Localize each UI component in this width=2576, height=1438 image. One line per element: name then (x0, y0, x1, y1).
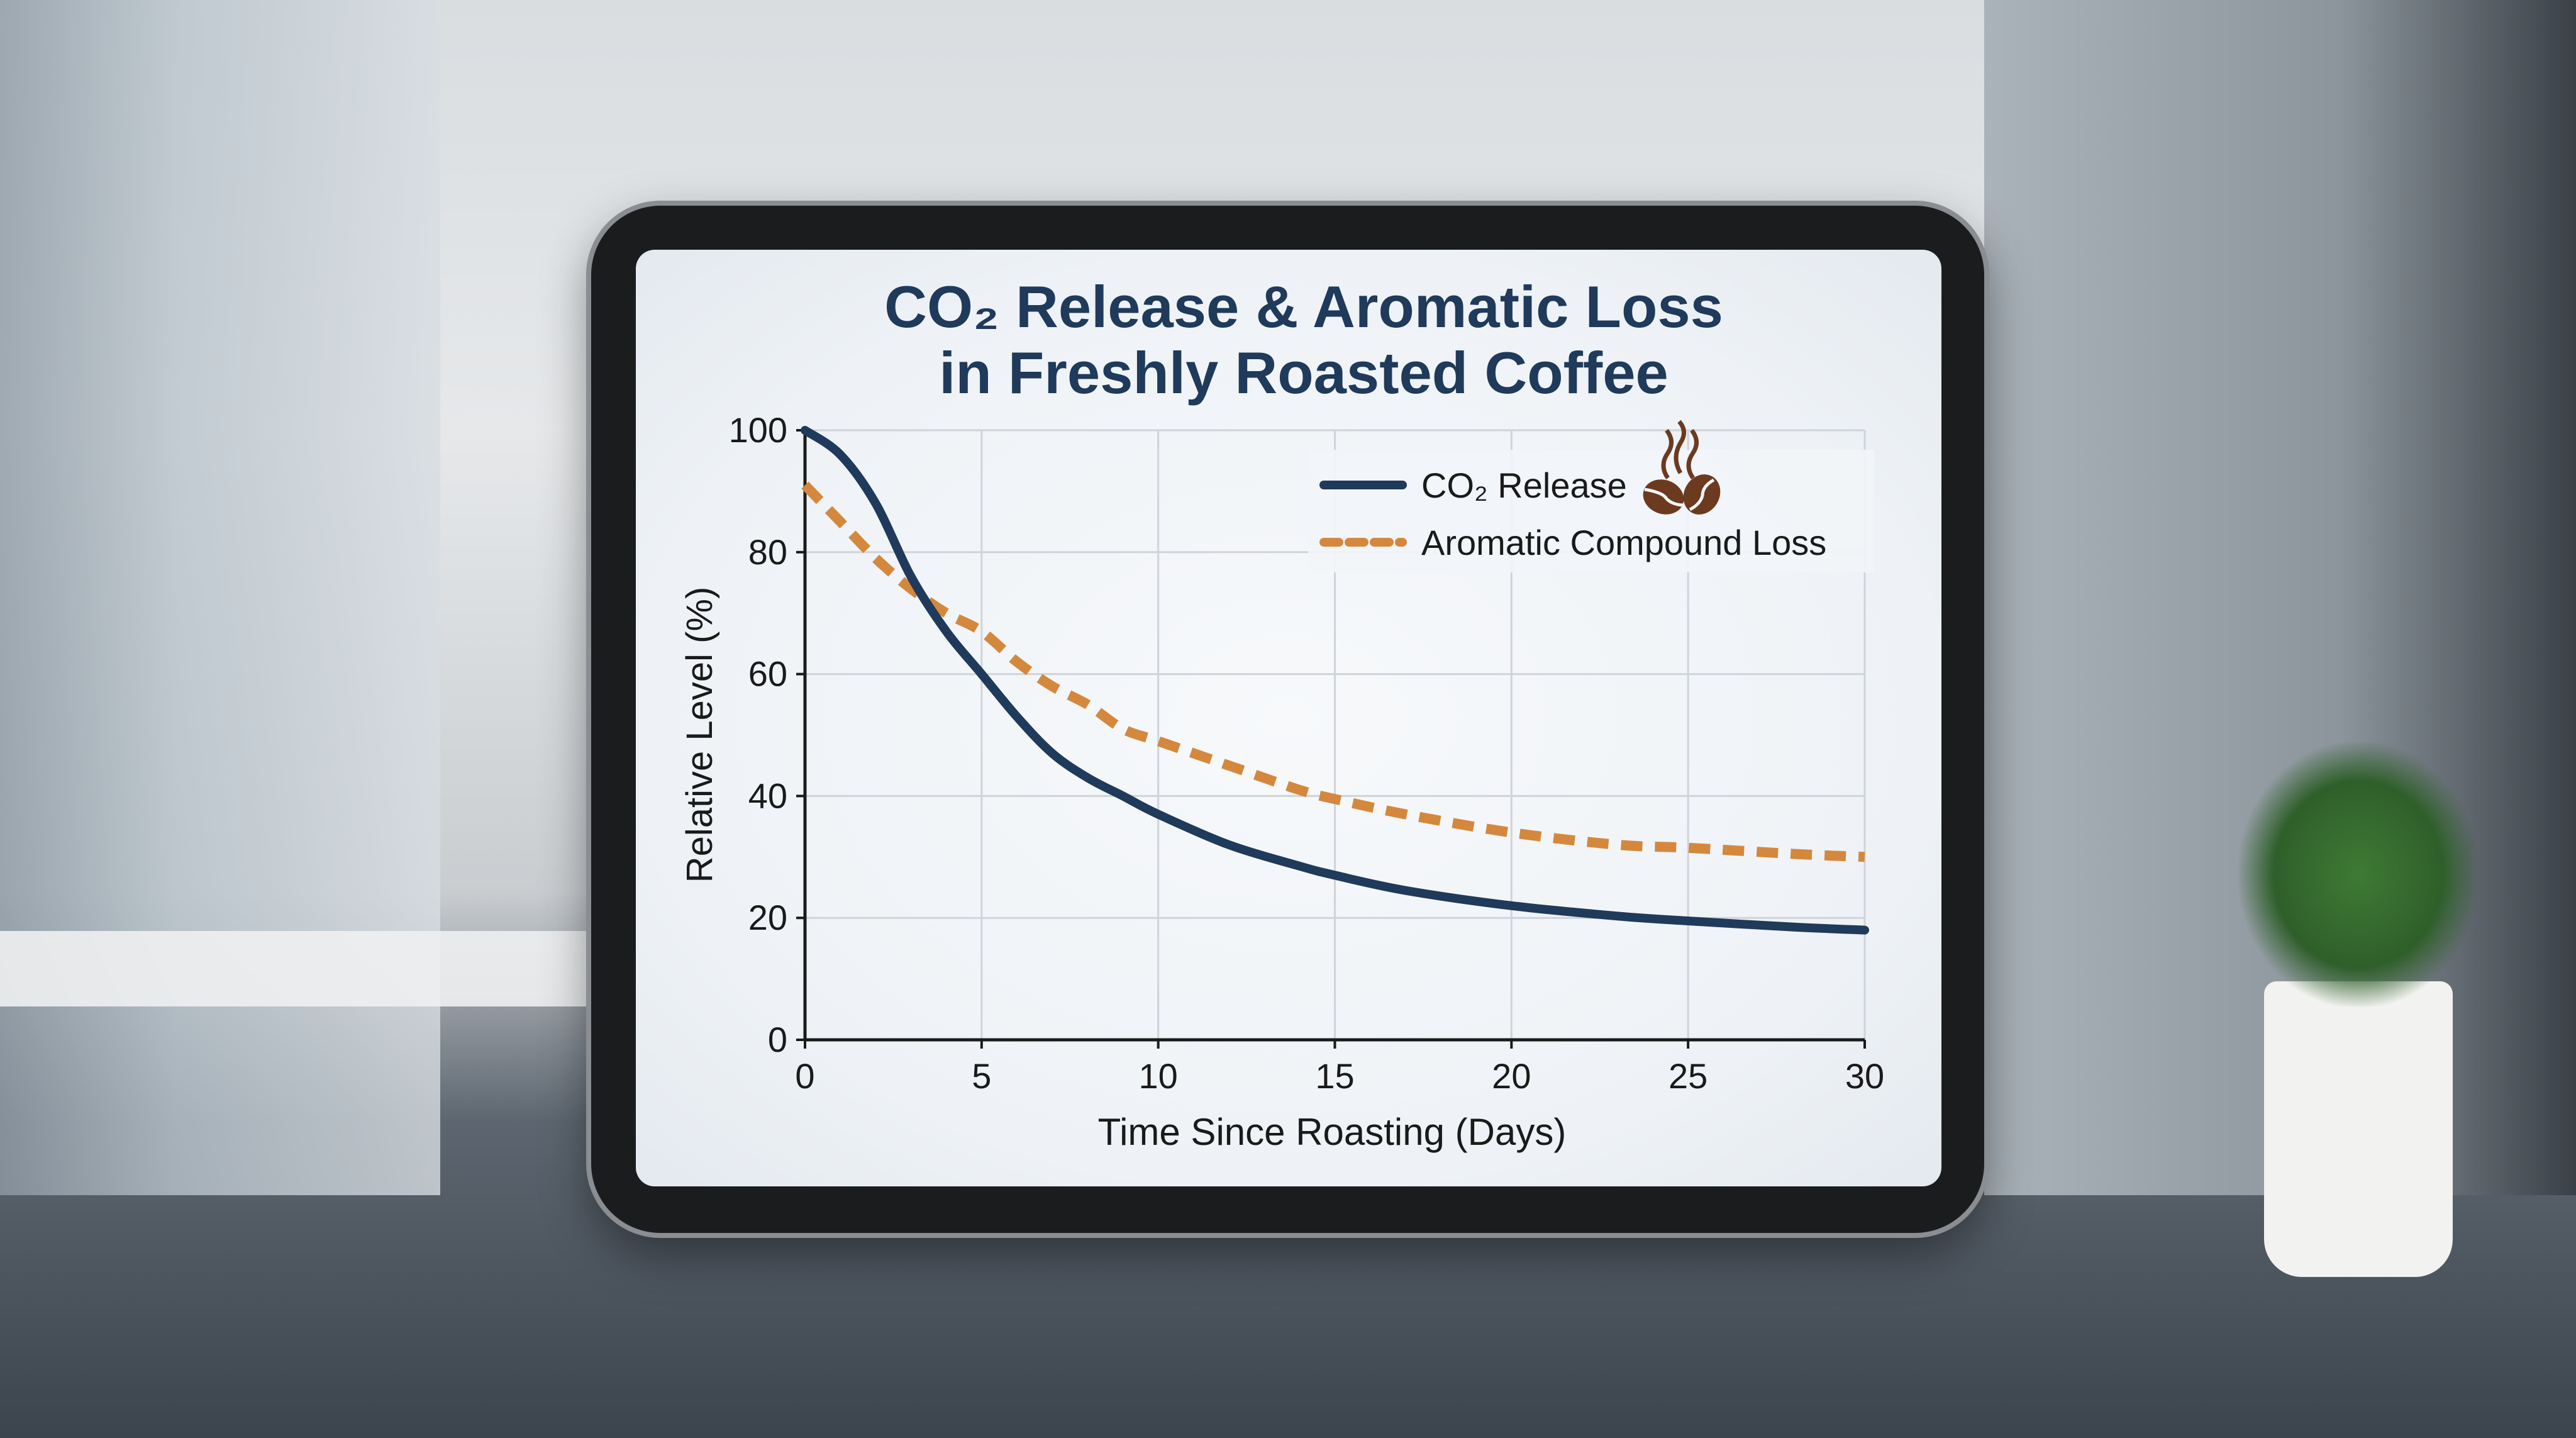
plant-pot (2264, 981, 2453, 1277)
series-line-co2-release (801, 426, 1869, 935)
x-tick-label: 10 (1139, 1056, 1178, 1096)
y-tick-label: 100 (729, 410, 787, 450)
plant (2239, 742, 2478, 1006)
x-tick-label: 0 (795, 1056, 814, 1096)
y-tick-label: 60 (748, 654, 787, 694)
chart-title-line2: in Freshly Roasted Coffee (939, 340, 1668, 406)
y-tick-label: 40 (748, 776, 787, 815)
y-tick-label: 80 (748, 532, 787, 572)
x-tick-label: 20 (1492, 1056, 1531, 1096)
series-line-aromatic-loss (801, 481, 1865, 862)
desk (0, 931, 591, 1006)
y-axis-label: Relative Level (%) (679, 587, 720, 883)
legend-label-aroma: Aromatic Compound Loss (1421, 523, 1826, 562)
tablet-screen (636, 250, 1941, 1186)
legend: CO₂ Release Aromatic Compound Loss (1308, 420, 1874, 572)
y-tick-label: 0 (768, 1020, 787, 1059)
legend-label-co2: CO₂ Release (1421, 465, 1627, 505)
x-tick-label: 5 (972, 1056, 991, 1096)
x-tick-label: 30 (1845, 1056, 1884, 1096)
x-tick-label: 15 (1315, 1056, 1354, 1096)
x-axis-label: Time Since Roasting (Days) (1098, 1111, 1567, 1153)
y-tick-label: 20 (748, 898, 787, 937)
x-tick-label: 25 (1668, 1056, 1707, 1096)
chart-title-line1: CO₂ Release & Aromatic Loss (884, 274, 1723, 340)
coffee-beans-steam-icon (1643, 420, 1721, 515)
